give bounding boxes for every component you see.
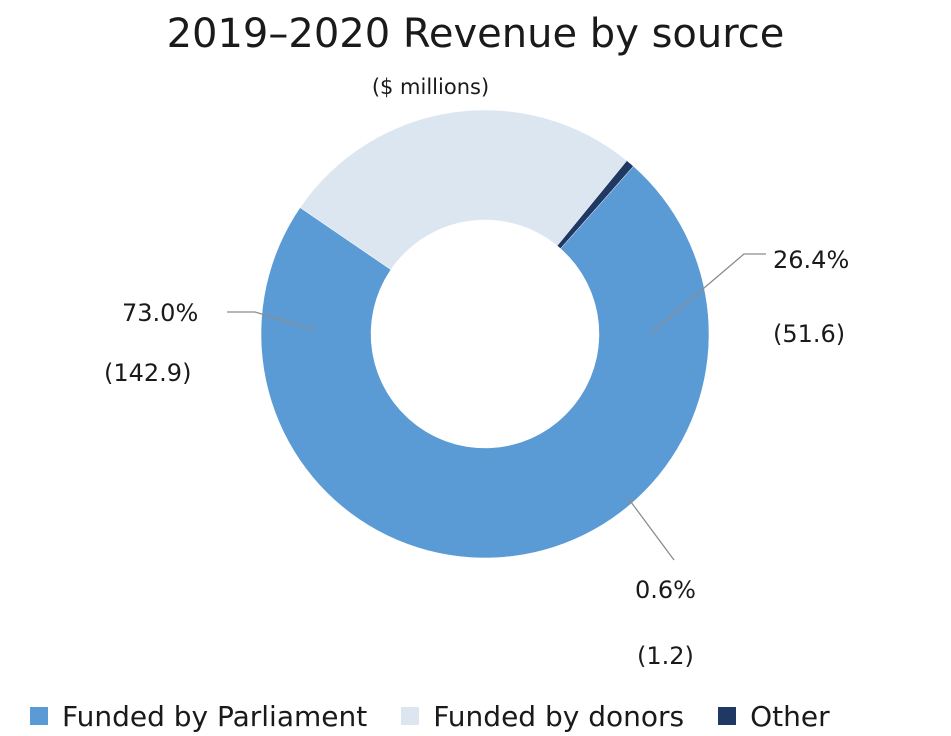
donut-slices bbox=[260, 109, 710, 559]
leader-lines bbox=[227, 253, 766, 561]
leader-line-donors bbox=[649, 253, 766, 335]
slice-donors bbox=[299, 109, 628, 270]
data-label-value-donors: (51.6) bbox=[773, 320, 845, 348]
data-label-value-parliament: (142.9) bbox=[104, 359, 191, 387]
legend-item-other: Other bbox=[718, 700, 830, 733]
legend-swatch-other bbox=[718, 707, 737, 725]
legend-label-other: Other bbox=[750, 699, 830, 733]
legend-item-donors: Funded by donors bbox=[401, 700, 684, 733]
donut-chart: 73.0% (142.9) 26.4% (51.6) 0.6% (1.2) bbox=[104, 109, 849, 670]
chart-legend: Funded by Parliament Funded by donors Ot… bbox=[30, 696, 930, 736]
leader-line-parliament bbox=[227, 311, 317, 331]
chart-title: 2019–2020 Revenue by source bbox=[166, 11, 785, 57]
data-label-value-other: (1.2) bbox=[637, 642, 694, 670]
leader-line-other bbox=[627, 497, 675, 561]
legend-label-parliament: Funded by Parliament bbox=[62, 699, 368, 733]
legend-swatch-parliament bbox=[30, 707, 48, 725]
legend-label-donors: Funded by donors bbox=[433, 699, 685, 733]
slice-other bbox=[556, 160, 634, 249]
legend-item-parliament: Funded by Parliament bbox=[30, 700, 367, 733]
data-label-percent-other: 0.6% bbox=[635, 576, 696, 604]
chart-subtitle: ($ millions) bbox=[371, 75, 490, 99]
slice-parliament bbox=[260, 165, 710, 559]
legend-swatch-donors bbox=[401, 707, 420, 725]
data-label-percent-parliament: 73.0% bbox=[122, 299, 198, 327]
data-label-percent-donors: 26.4% bbox=[773, 246, 849, 274]
